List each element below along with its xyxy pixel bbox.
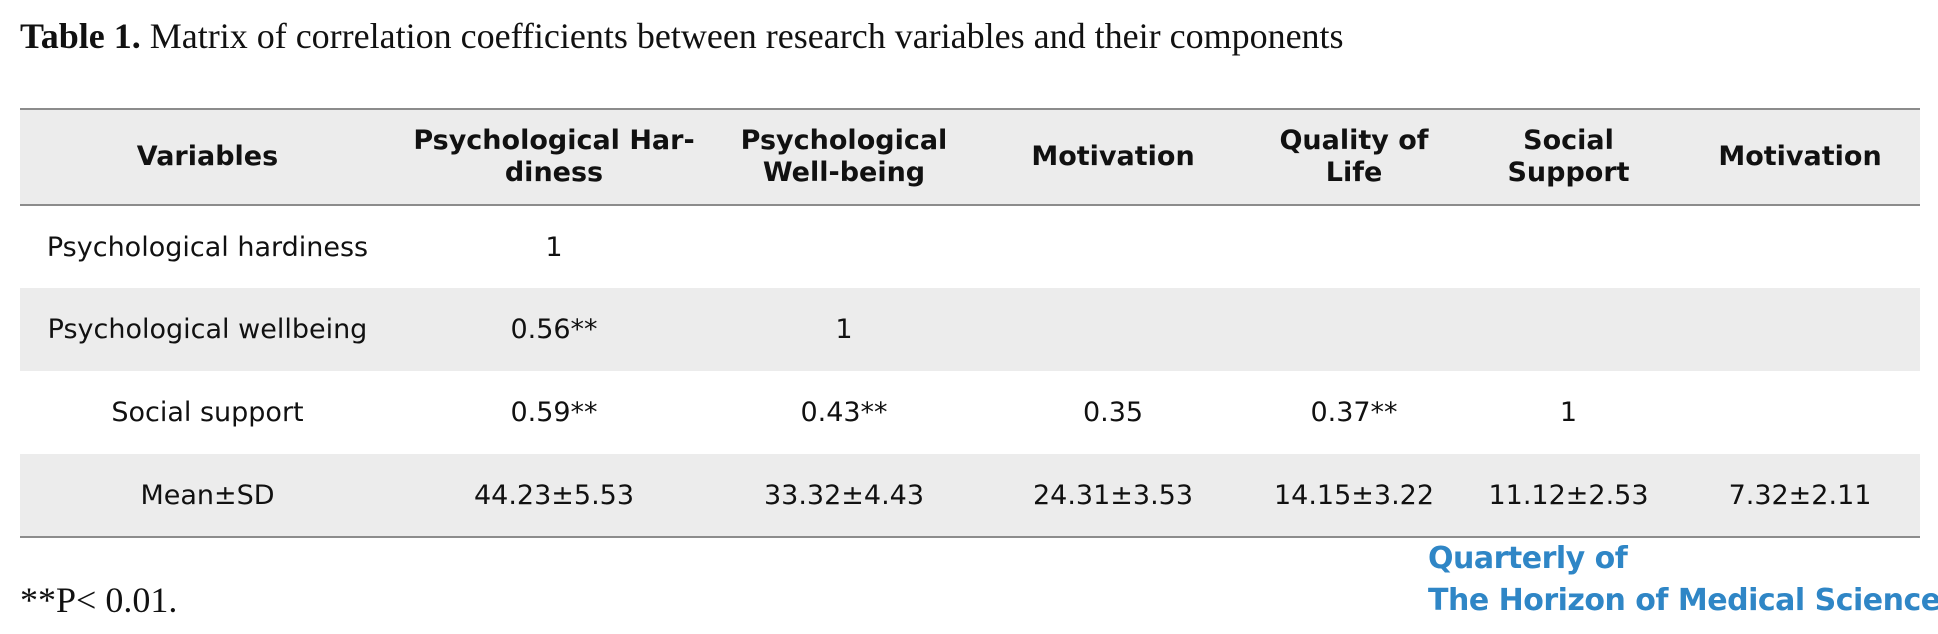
table-cell [1251, 205, 1457, 288]
header-social-support: Social Support [1457, 108, 1680, 206]
row-label: Psychological hardiness [46, 231, 369, 263]
table-cell: 0.35 [1082, 397, 1144, 428]
header-psychological-hardiness: Psychological Har-diness [395, 108, 713, 206]
table-cell: 24.31±3.53 [975, 454, 1251, 538]
table-cell: 33.32±4.43 [713, 454, 975, 538]
table-cell: 14.15±3.22 [1251, 454, 1457, 538]
table-cell: 7.32±2.11 [1680, 454, 1920, 538]
header-quality-of-life: Quality of Life [1251, 108, 1457, 206]
table-header-row: Variables Psychological Har-diness Psych… [20, 108, 1920, 206]
header-psychological-wellbeing: Psychological Well-being [713, 108, 975, 206]
caption-label: Table 1. [20, 16, 141, 56]
table-cell [1680, 288, 1920, 371]
header-motivation-2: Motivation [1680, 108, 1920, 206]
header-variables: Variables [20, 108, 395, 206]
logo-line-1: Quarterly of [1428, 541, 1628, 576]
table-cell: 1 [545, 231, 563, 263]
table-cell [975, 288, 1251, 371]
table-cell: 0.43** [800, 397, 888, 428]
caption-text: Matrix of correlation coefficients betwe… [140, 16, 1344, 56]
table-cell: 0.59** [510, 397, 598, 428]
journal-logo: Quarterly of The Horizon of Medical Scie… [1428, 538, 1938, 622]
table-row: Social support 0.59** 0.43** 0.35 0.37**… [20, 371, 1920, 454]
table-cell: 44.23±5.53 [395, 454, 713, 538]
table-cell [975, 205, 1251, 288]
table-cell: 0.37** [1310, 397, 1398, 428]
logo-line-2: The Horizon of Medical Sciences [1428, 583, 1938, 618]
table-row-mean-sd: Mean±SD 44.23±5.53 33.32±4.43 24.31±3.53… [20, 454, 1920, 538]
table-caption: Table 1. Matrix of correlation coefficie… [20, 12, 1344, 60]
table-row: Psychological wellbeing 0.56** 1 [20, 288, 1920, 371]
table-row: Psychological hardiness 1 [20, 205, 1920, 288]
table-cell [1251, 288, 1457, 371]
row-label: Mean±SD [20, 454, 395, 538]
table-cell: 11.12±2.53 [1457, 454, 1680, 538]
row-label: Psychological wellbeing [47, 314, 368, 345]
table-cell: 0.56** [510, 314, 598, 345]
table-cell: 1 [1559, 397, 1578, 428]
table-cell [713, 205, 975, 288]
table-cell [1457, 205, 1680, 288]
header-motivation: Motivation [975, 108, 1251, 206]
table-cell [1680, 205, 1920, 288]
table-cell [1680, 371, 1920, 454]
table-footnote: **P< 0.01. [20, 580, 178, 620]
table-cell: 1 [835, 314, 853, 345]
row-label: Social support [111, 397, 304, 428]
correlation-table: Variables Psychological Har-diness Psych… [20, 108, 1920, 538]
table-cell [1457, 288, 1680, 371]
